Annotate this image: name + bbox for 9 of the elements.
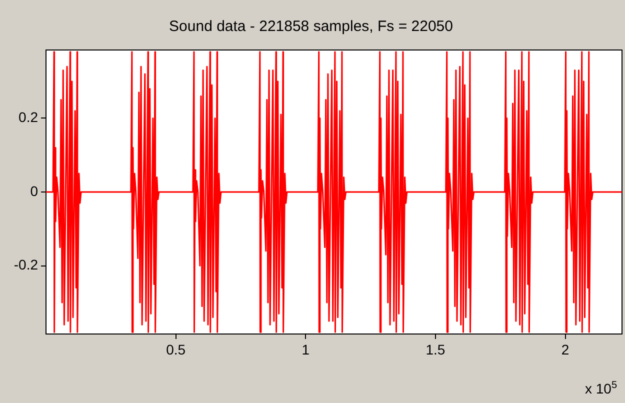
chart-title: Sound data - 221858 samples, Fs = 22050	[169, 18, 453, 36]
x-tick-label: 0.5	[166, 341, 186, 358]
y-tick-label: -0.2	[14, 256, 38, 273]
y-tick-label: 0	[30, 182, 38, 199]
text: x 10$^{5}$	[584, 380, 617, 397]
y-tick-label: 0.2	[18, 109, 38, 126]
x-tick-label: 2	[561, 341, 570, 358]
x-tick-label: 1.5	[426, 341, 446, 358]
x-tick-label: 1	[302, 341, 310, 358]
